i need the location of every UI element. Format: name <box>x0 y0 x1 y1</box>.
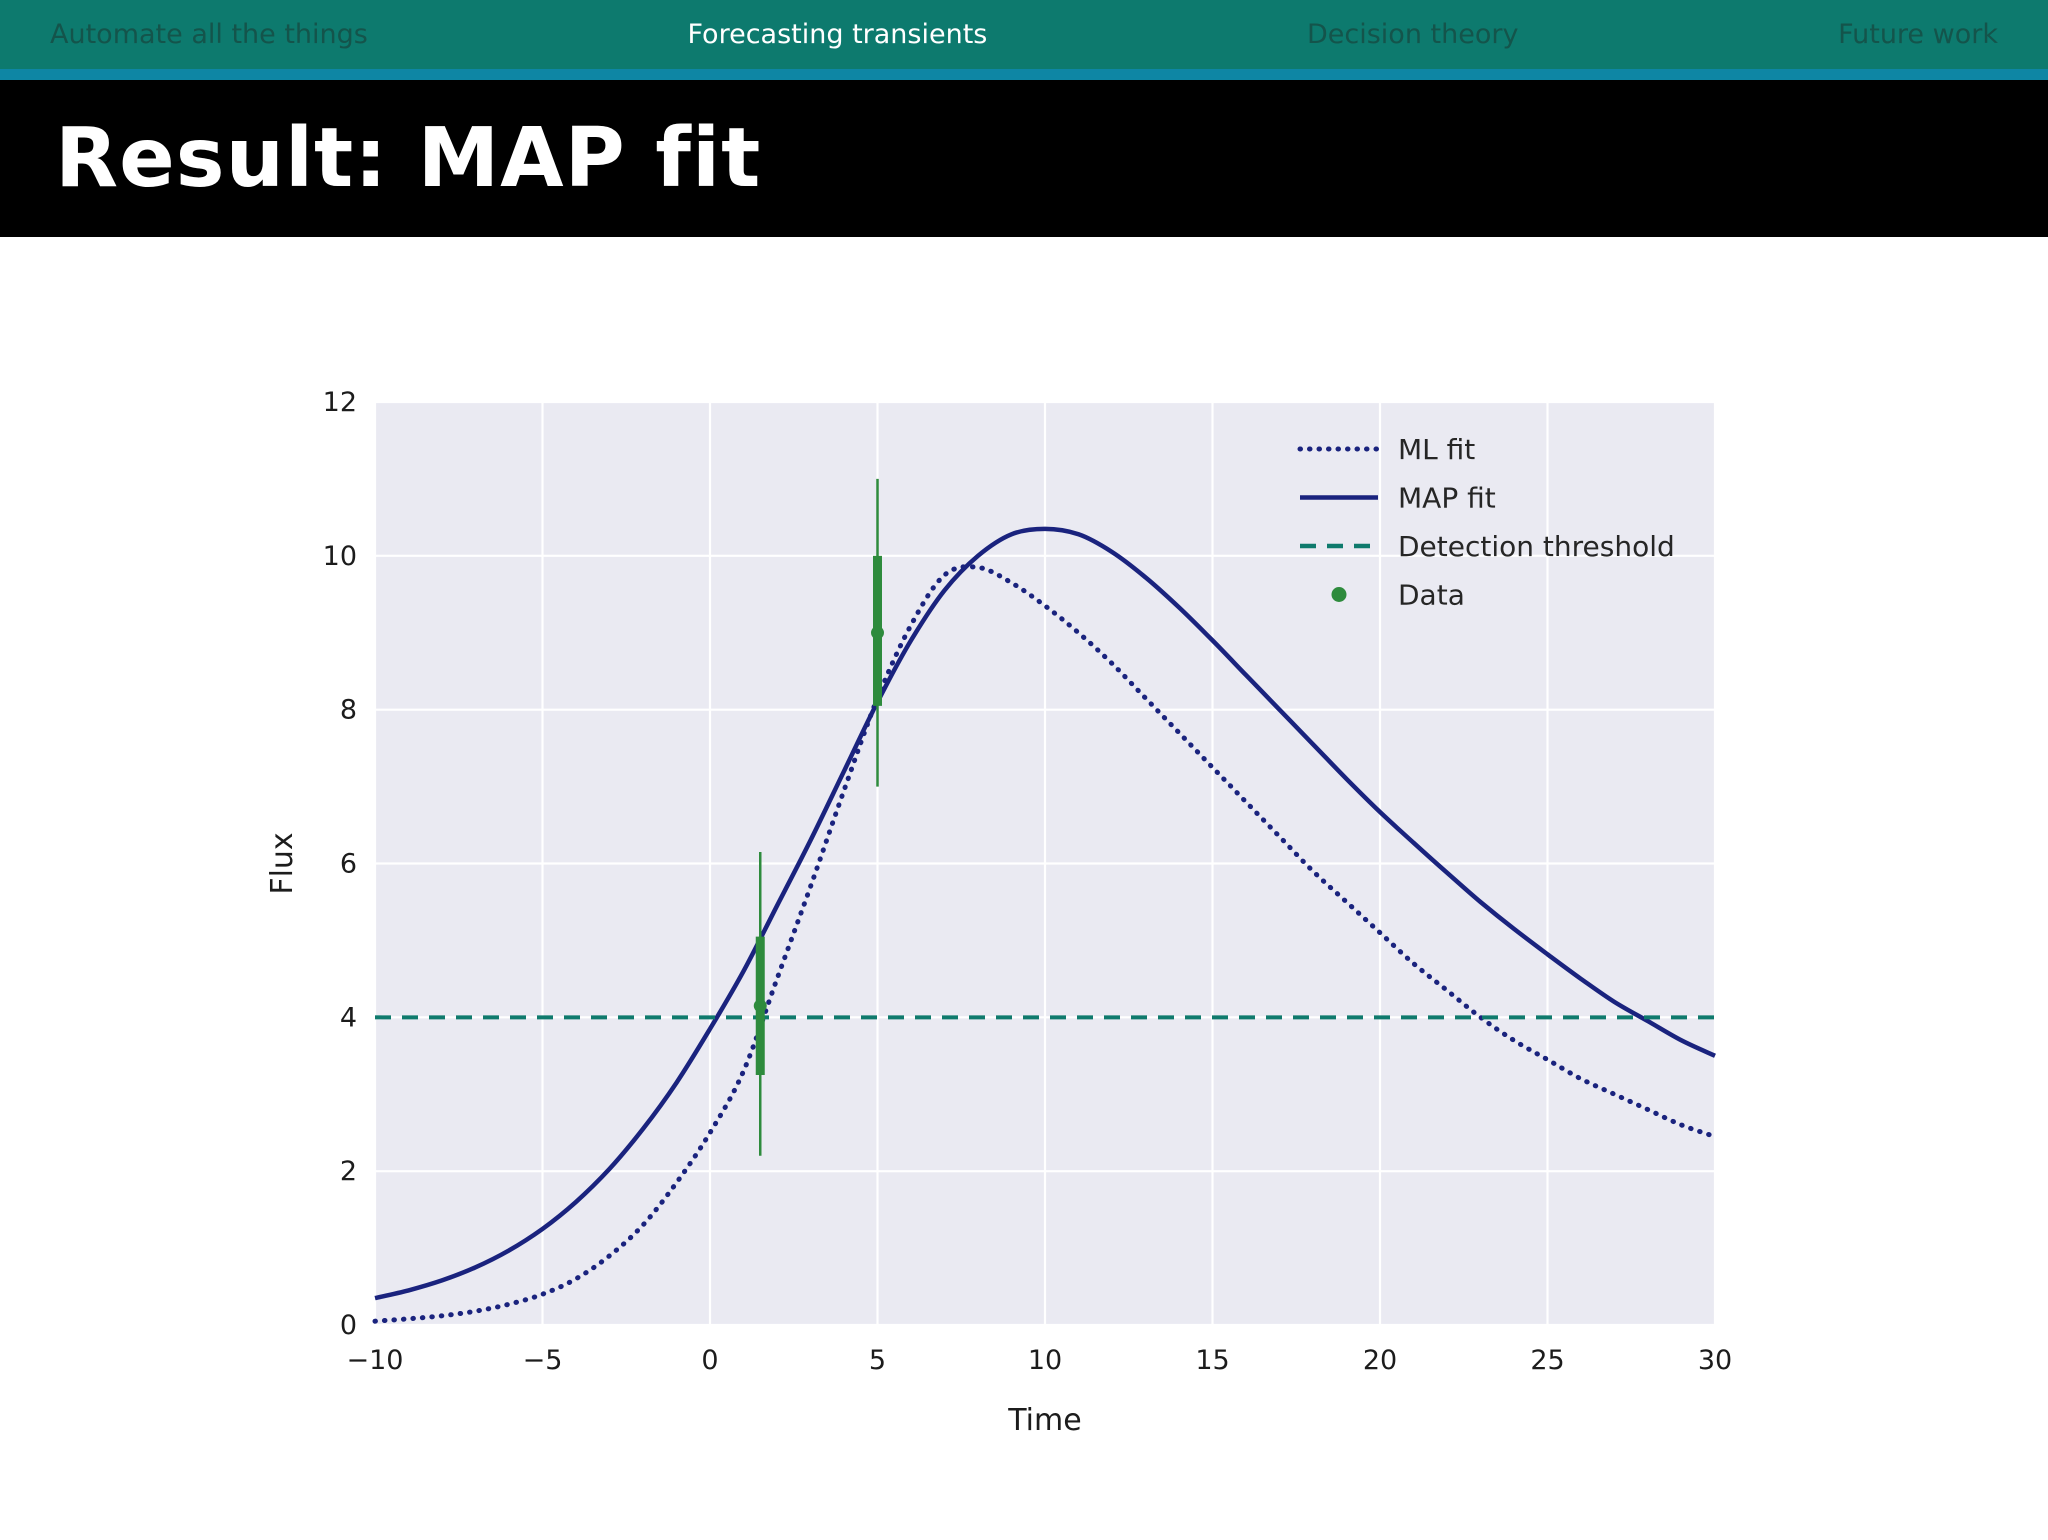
legend-label-data: Data <box>1398 579 1465 612</box>
nav-item-forecasting-transients[interactable]: Forecasting transients <box>687 19 988 50</box>
x-tick-label: 10 <box>1028 1345 1062 1376</box>
slide-title-bar: Result: MAP fit <box>0 80 2048 237</box>
x-tick-label: 5 <box>869 1345 886 1376</box>
x-tick-label: −10 <box>347 1345 404 1376</box>
y-tick-label: 6 <box>340 849 357 880</box>
y-tick-label: 2 <box>340 1156 357 1187</box>
legend-label-detection-threshold: Detection threshold <box>1398 530 1675 563</box>
y-tick-label: 12 <box>323 387 357 418</box>
x-tick-label: 30 <box>1698 1345 1732 1376</box>
y-tick-label: 4 <box>340 1002 357 1033</box>
chart-area: −10 −5 0 5 10 15 20 25 30 0 2 4 6 8 10 12 Time Flux ML fit… <box>0 237 2048 1536</box>
y-tick-label: 8 <box>340 695 357 726</box>
x-tick-label: 15 <box>1195 1345 1229 1376</box>
legend-label-map-fit: MAP fit <box>1398 482 1496 515</box>
slide-title: Result: MAP fit <box>55 111 762 206</box>
nav-bar: Automate all the things Forecasting trans… <box>0 0 2048 69</box>
nav-accent-strip <box>0 69 2048 80</box>
x-tick-label: 0 <box>701 1345 718 1376</box>
flux-time-chart: −10 −5 0 5 10 15 20 25 30 0 2 4 6 8 10 12 Time Flux ML fit… <box>265 387 1732 1438</box>
nav-item-future-work[interactable]: Future work <box>1838 19 1998 50</box>
y-tick-label: 10 <box>323 541 357 572</box>
nav-item-decision-theory[interactable]: Decision theory <box>1306 19 1519 50</box>
map-fit-line <box>374 526 1716 1301</box>
y-axis-label: Flux <box>265 832 300 894</box>
data-point <box>871 626 884 640</box>
nav-item-automate-all-the-things[interactable]: Automate all the things <box>50 19 368 50</box>
legend-sample-data <box>1331 587 1347 602</box>
x-tick-label: 25 <box>1530 1345 1564 1376</box>
x-axis-label: Time <box>1007 1403 1081 1438</box>
legend-label-ml-fit: ML fit <box>1398 433 1475 466</box>
x-tick-label: 20 <box>1363 1345 1397 1376</box>
x-tick-label: −5 <box>523 1345 563 1376</box>
y-tick-label: 0 <box>340 1310 357 1341</box>
data-point <box>753 999 767 1013</box>
